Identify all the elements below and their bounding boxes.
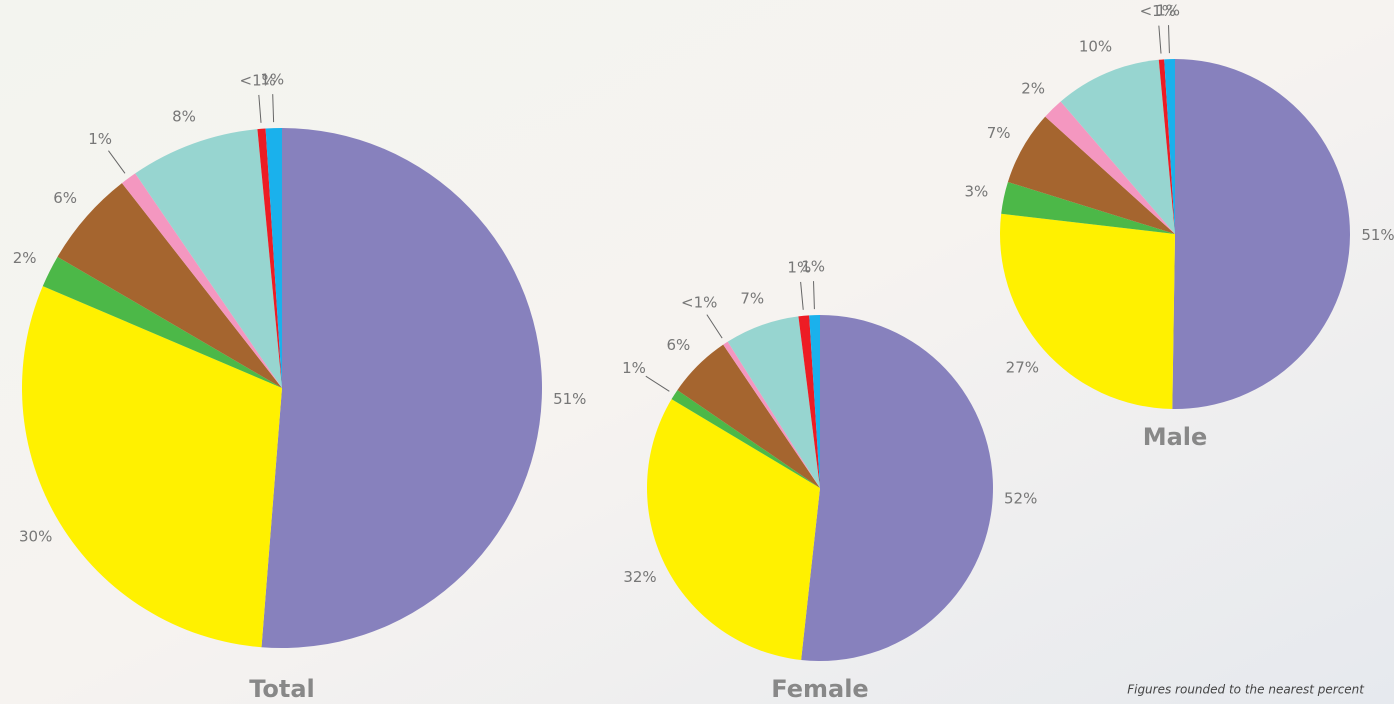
pie-slice — [801, 315, 994, 662]
leader-line — [1168, 25, 1170, 54]
pie-slice — [1045, 101, 1175, 234]
slice-label: 7% — [740, 289, 764, 307]
leader-line — [645, 375, 670, 392]
pie-slice — [1158, 59, 1175, 235]
leader-line — [108, 150, 126, 174]
slice-label: 6% — [53, 189, 77, 207]
slice-label: 2% — [13, 249, 37, 267]
slice-label: <1% — [1140, 2, 1176, 20]
pie-slice — [135, 129, 282, 388]
slice-label: 51% — [1361, 226, 1394, 244]
pie-slice — [647, 399, 820, 660]
pie-slice — [1001, 181, 1175, 234]
pie-title: Female — [771, 675, 868, 703]
pie-slice — [257, 128, 282, 388]
leader-line — [813, 281, 815, 310]
pie-slice — [677, 344, 820, 488]
slice-label: 2% — [1021, 79, 1045, 97]
pie-slice — [1000, 213, 1175, 409]
pie-slice — [727, 316, 820, 488]
pie-slice — [809, 315, 820, 488]
pie-slice — [1060, 59, 1175, 234]
leader-line — [706, 314, 723, 339]
slice-label: 51% — [553, 390, 586, 408]
slice-label: 52% — [1004, 489, 1037, 507]
footnote: Figures rounded to the nearest percent — [1127, 683, 1365, 697]
slice-label: 7% — [987, 124, 1011, 142]
pie-slice — [723, 341, 820, 488]
pie-slice — [121, 173, 282, 388]
pie-slice — [1172, 59, 1351, 410]
pie-slice — [265, 128, 282, 388]
pie-slice — [1164, 59, 1175, 234]
slice-label: 1% — [787, 258, 811, 276]
pie-slice — [798, 315, 820, 488]
slice-label: 1% — [622, 359, 646, 377]
slice-label: 8% — [172, 108, 196, 126]
slice-label: 1% — [88, 130, 112, 148]
pie-title: Male — [1143, 423, 1208, 451]
slice-label: 30% — [19, 528, 52, 546]
slice-label: 1% — [260, 71, 284, 89]
leader-line — [800, 281, 804, 310]
pie-title: Total — [249, 675, 315, 703]
slice-label: 27% — [1006, 358, 1039, 376]
pie-slice — [22, 286, 282, 648]
leader-line — [1158, 25, 1162, 54]
pie-slice — [42, 256, 282, 388]
slice-label: 3% — [965, 182, 989, 200]
slice-label: 32% — [623, 568, 656, 586]
pie-slice — [671, 390, 820, 488]
slice-label: 10% — [1079, 38, 1112, 56]
slice-label: <1% — [681, 293, 717, 311]
slice-label: 1% — [1156, 2, 1180, 20]
leader-line — [258, 94, 262, 123]
pie-slice — [261, 128, 542, 648]
leader-line — [272, 94, 275, 123]
slice-label: 1% — [801, 258, 825, 276]
slice-label: <1% — [240, 71, 276, 89]
slice-label: 6% — [667, 336, 691, 354]
pie-slice — [1007, 116, 1175, 234]
pie-slice — [57, 183, 283, 388]
